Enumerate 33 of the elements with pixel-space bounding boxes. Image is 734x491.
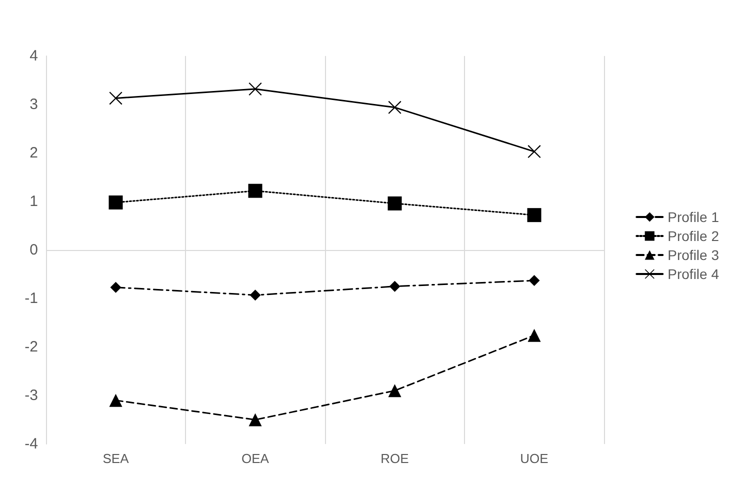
point [248, 413, 262, 426]
point [389, 280, 400, 292]
point [528, 328, 541, 342]
point [388, 100, 402, 114]
x-tick-label: SEA [102, 451, 130, 466]
y-tick-label: -1 [24, 290, 38, 307]
y-tick-label: -2 [24, 338, 38, 356]
y-tick-label: 4 [30, 48, 38, 64]
legend-label: Profile 3 [668, 247, 720, 263]
y-tick-label: 2 [30, 144, 38, 162]
y-tick-label: 3 [30, 96, 38, 113]
legend-label: Profile 1 [668, 209, 720, 225]
point [528, 145, 541, 158]
point [250, 290, 261, 301]
point [109, 394, 122, 407]
y-tick-label: 0 [30, 242, 38, 258]
x-tick-label: ROE [380, 451, 410, 466]
point [388, 384, 402, 398]
point [528, 275, 540, 286]
y-tick-label: -4 [24, 436, 38, 452]
point [248, 184, 262, 198]
point [388, 196, 402, 210]
point [527, 208, 542, 222]
legend-label: Profile 2 [668, 228, 720, 244]
point [109, 92, 122, 105]
point [248, 82, 262, 96]
point [110, 282, 122, 293]
y-tick-label: -3 [24, 387, 38, 404]
x-tick-label: UOE [520, 451, 549, 466]
legend-label: Profile 4 [668, 266, 720, 282]
x-tick-label: OEA [242, 451, 270, 466]
y-tick-label: 1 [30, 193, 38, 210]
point [108, 195, 123, 210]
